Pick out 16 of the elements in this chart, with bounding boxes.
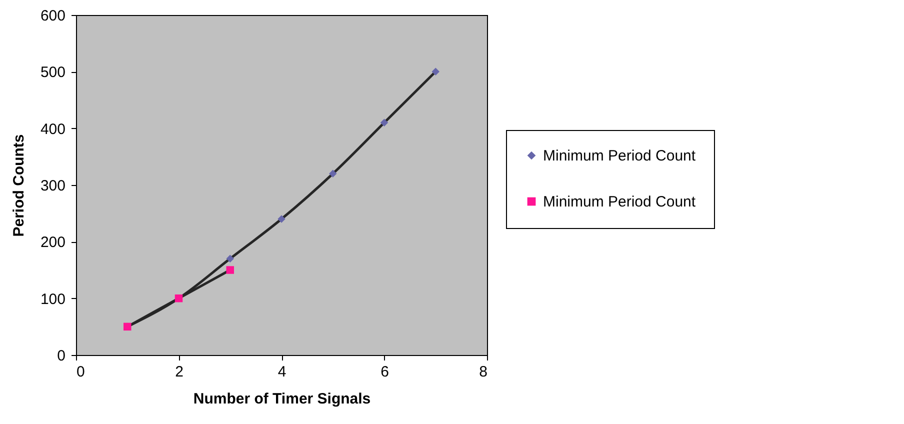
- x-tick-label: 2: [175, 364, 184, 380]
- y-tick-label: 500: [40, 64, 66, 82]
- legend-label: Minimum Period Count: [543, 194, 696, 210]
- x-tick-label: 0: [76, 364, 85, 380]
- y-tick-label: 100: [40, 290, 66, 308]
- x-tick-label: 8: [479, 364, 488, 380]
- y-tick-label: 0: [57, 348, 66, 364]
- x-tick-label: 6: [380, 364, 389, 380]
- y-tick-label: 400: [40, 120, 66, 138]
- y-axis-title: Period Counts: [10, 134, 28, 237]
- legend-label: Minimum Period Count: [543, 148, 696, 164]
- x-tick-label: 4: [278, 364, 286, 380]
- x-axis-title: Number of Timer Signals: [193, 390, 371, 408]
- y-tick-label: 600: [40, 8, 66, 24]
- y-tick-label: 300: [40, 178, 66, 194]
- y-tick-label: 200: [40, 234, 66, 252]
